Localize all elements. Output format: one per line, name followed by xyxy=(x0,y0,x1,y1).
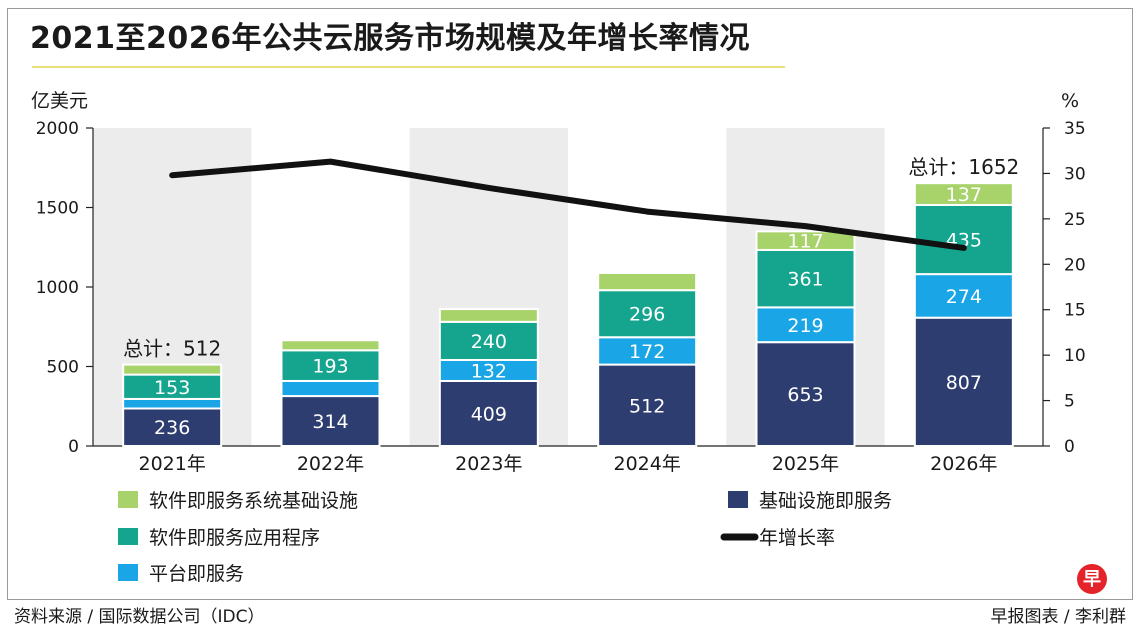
bar-segment xyxy=(913,203,1014,276)
credit-note: 早报图表 / 李利群 xyxy=(990,607,1126,627)
x-tick-label: 2021年 xyxy=(138,453,205,475)
y-axis-title-right: % xyxy=(1061,90,1079,112)
logo-glyph: 早 xyxy=(1083,569,1101,590)
x-tick-label: 2025年 xyxy=(772,453,839,475)
bar-segment xyxy=(597,363,698,448)
y-tick-label-right: 20 xyxy=(1064,255,1086,275)
bar-segment xyxy=(597,336,698,366)
y-tick-label-right: 35 xyxy=(1064,119,1086,139)
bar-segment xyxy=(280,349,381,382)
y-tick-label-right: 15 xyxy=(1064,301,1086,321)
legend-label: 平台即服务 xyxy=(149,563,244,585)
zaobao-logo: 早 xyxy=(1077,564,1107,594)
data-label: 296 xyxy=(629,304,665,326)
bar-segment xyxy=(122,397,223,410)
legend-label: 软件即服务系统基础设施 xyxy=(149,490,358,512)
chart-frame xyxy=(7,8,1133,600)
bar-segment xyxy=(913,182,1014,206)
growth-rate-line xyxy=(169,158,967,251)
data-label: 274 xyxy=(946,286,982,308)
x-tick-label: 2026年 xyxy=(930,453,997,475)
bar-segment xyxy=(122,363,223,376)
x-tick-label: 2022年 xyxy=(297,453,364,475)
title-underline xyxy=(32,66,785,68)
bar-segment xyxy=(755,306,856,344)
bar-segment xyxy=(755,341,856,448)
bar-segment xyxy=(438,379,539,447)
data-label: 137 xyxy=(946,184,982,206)
x-tick-label: 2023年 xyxy=(455,453,522,475)
data-label: 236 xyxy=(154,417,190,439)
y-tick-label-left: 1000 xyxy=(36,278,79,298)
y-tick-label-right: 10 xyxy=(1064,346,1086,366)
data-label: 409 xyxy=(471,403,507,425)
y-tick-label-right: 0 xyxy=(1064,437,1075,457)
total-label: 总计：1652 xyxy=(908,155,1019,179)
y-tick-label-right: 25 xyxy=(1064,210,1086,230)
data-label: 314 xyxy=(312,411,348,433)
bar-segment xyxy=(280,395,381,448)
y-tick-label-right: 5 xyxy=(1064,392,1075,412)
data-label: 117 xyxy=(787,231,823,253)
data-label: 153 xyxy=(154,377,190,399)
data-label: 219 xyxy=(787,315,823,337)
data-label: 240 xyxy=(471,331,507,353)
y-tick-label-left: 0 xyxy=(68,437,79,457)
data-label: 807 xyxy=(946,372,982,394)
bar-segment xyxy=(280,379,381,398)
bar-segment xyxy=(755,230,856,251)
data-label: 172 xyxy=(629,341,665,363)
data-label: 132 xyxy=(471,360,507,382)
legend-swatch xyxy=(118,491,138,508)
bar-segment xyxy=(280,339,381,352)
source-note: 资料来源 / 国际数据公司（IDC） xyxy=(14,607,265,627)
total-label: 总计：512 xyxy=(123,337,221,361)
y-tick-label-left: 1500 xyxy=(36,199,79,219)
legend-swatch xyxy=(118,528,138,545)
legend-swatch xyxy=(118,564,138,581)
bar-segment xyxy=(597,272,698,292)
bar-segment xyxy=(438,308,539,323)
bar-segment xyxy=(913,316,1014,448)
chart-title: 2021至2026年公共云服务市场规模及年增长率情况 xyxy=(30,21,750,56)
y-tick-label-right: 30 xyxy=(1064,164,1086,184)
x-tick-label: 2024年 xyxy=(613,453,680,475)
y-axis-title-left: 亿美元 xyxy=(31,90,88,112)
data-label: 653 xyxy=(787,384,823,406)
data-label: 193 xyxy=(312,356,348,378)
y-tick-label-left: 2000 xyxy=(36,119,79,139)
legend-swatch xyxy=(728,491,748,508)
data-label: 361 xyxy=(787,269,823,291)
bar-segment xyxy=(913,273,1014,319)
legend-label: 基础设施即服务 xyxy=(759,490,892,512)
y-tick-label-left: 500 xyxy=(47,358,79,378)
data-label: 512 xyxy=(629,395,665,417)
legend-label: 软件即服务应用程序 xyxy=(149,527,320,549)
legend-label: 年增长率 xyxy=(759,527,835,549)
